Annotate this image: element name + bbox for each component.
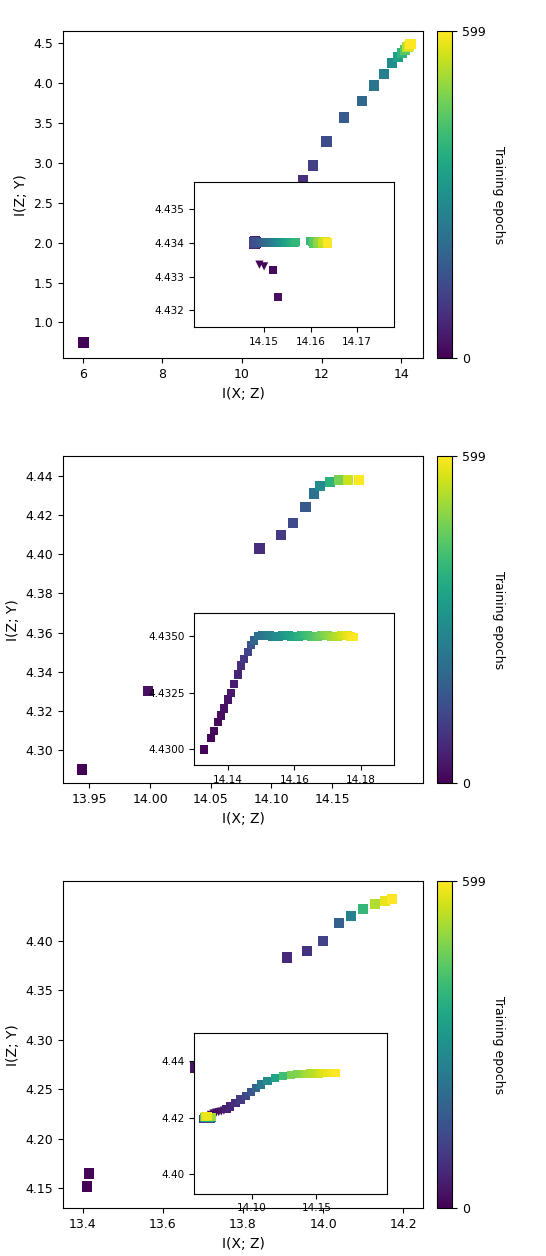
Point (78, 760, 87, 780)
Point (403, 38, 412, 58)
Point (289, 512, 298, 533)
Point (401, 40, 410, 60)
Point (343, 470, 352, 490)
Point (255, 539, 264, 559)
Y-axis label: I(Z; Y): I(Z; Y) (6, 599, 20, 641)
Point (283, 947, 292, 967)
Point (194, 634, 203, 654)
Point (277, 525, 286, 545)
Point (335, 470, 344, 490)
Point (144, 681, 152, 701)
Y-axis label: Training epochs: Training epochs (492, 996, 505, 1094)
Point (388, 889, 396, 909)
Point (200, 1051, 209, 1071)
Point (316, 476, 324, 496)
Point (191, 1058, 199, 1078)
Point (82, 1177, 91, 1197)
Point (370, 75, 378, 95)
Point (394, 46, 402, 67)
Point (308, 156, 317, 176)
X-axis label: I(X; Z): I(X; Z) (222, 1237, 264, 1251)
Point (406, 34, 415, 54)
Point (397, 43, 406, 63)
Point (354, 470, 363, 490)
Point (310, 484, 318, 504)
Point (319, 931, 328, 951)
Y-axis label: Training epochs: Training epochs (492, 570, 505, 669)
Point (206, 1031, 215, 1051)
Point (79, 333, 88, 353)
Point (299, 171, 307, 191)
X-axis label: I(X; Z): I(X; Z) (222, 387, 264, 401)
Point (325, 472, 334, 492)
Point (380, 64, 389, 84)
Point (347, 906, 355, 926)
Point (371, 894, 379, 914)
Point (233, 242, 241, 263)
X-axis label: I(X; Z): I(X; Z) (222, 811, 264, 825)
Point (358, 90, 366, 111)
Point (301, 497, 310, 517)
Point (405, 35, 413, 55)
Point (286, 191, 295, 211)
Y-axis label: I(Z; Y): I(Z; Y) (6, 1024, 20, 1065)
Point (85, 1163, 93, 1183)
Point (359, 899, 367, 919)
Y-axis label: I(Z; Y): I(Z; Y) (14, 175, 28, 216)
Point (335, 913, 343, 933)
Point (322, 132, 331, 152)
Point (381, 891, 389, 911)
Point (302, 941, 311, 961)
Point (388, 53, 396, 73)
Point (340, 108, 349, 128)
Y-axis label: Training epochs: Training epochs (492, 146, 505, 244)
